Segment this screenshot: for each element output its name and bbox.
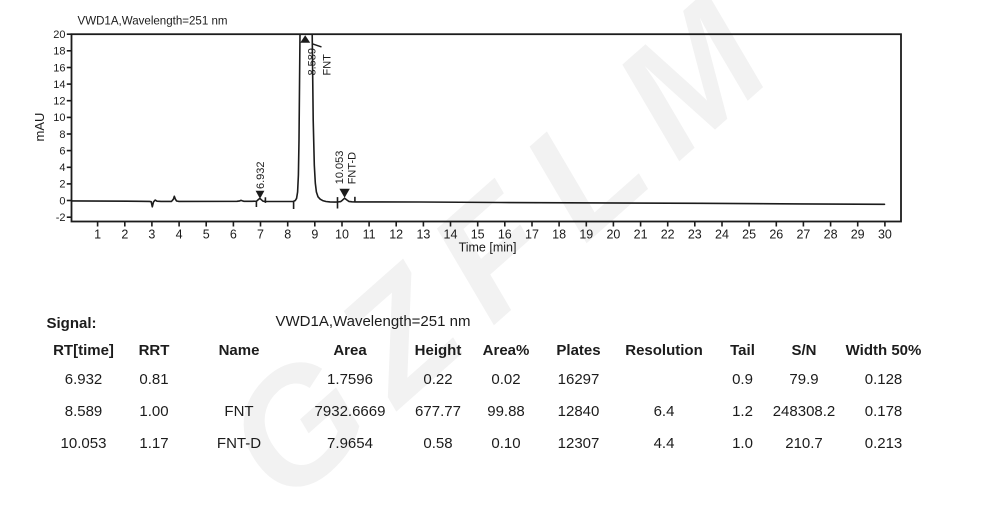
svg-text:VWD1A,Wavelength=251 nm: VWD1A,Wavelength=251 nm: [78, 13, 228, 27]
svg-text:25: 25: [742, 227, 756, 241]
svg-text:21: 21: [634, 227, 648, 241]
svg-text:10: 10: [53, 112, 65, 124]
svg-text:6.932: 6.932: [255, 161, 267, 189]
svg-text:19: 19: [579, 227, 593, 241]
svg-text:29: 29: [851, 227, 865, 241]
svg-text:28: 28: [824, 227, 838, 241]
svg-text:3: 3: [148, 227, 155, 241]
svg-text:12: 12: [389, 227, 403, 241]
svg-text:10: 10: [335, 227, 349, 241]
svg-text:13: 13: [416, 227, 430, 241]
svg-text:0: 0: [59, 195, 65, 207]
svg-text:18: 18: [53, 46, 65, 58]
svg-text:-2: -2: [56, 212, 66, 224]
svg-text:26: 26: [769, 227, 783, 241]
svg-text:9: 9: [311, 227, 318, 241]
svg-text:22: 22: [661, 227, 675, 241]
svg-text:12: 12: [53, 96, 65, 108]
svg-text:10.053: 10.053: [334, 151, 346, 185]
svg-text:14: 14: [53, 79, 65, 91]
svg-text:6: 6: [230, 227, 237, 241]
svg-text:7: 7: [257, 227, 264, 241]
svg-text:15: 15: [471, 227, 485, 241]
svg-text:FNT: FNT: [322, 54, 334, 76]
svg-text:18: 18: [552, 227, 566, 241]
svg-text:8: 8: [59, 129, 65, 141]
svg-text:2: 2: [59, 179, 65, 191]
svg-text:20: 20: [606, 227, 620, 241]
svg-text:4: 4: [176, 227, 183, 241]
svg-text:8: 8: [284, 227, 291, 241]
svg-text:27: 27: [796, 227, 810, 241]
svg-text:FNT-D: FNT-D: [346, 152, 358, 184]
svg-text:4: 4: [59, 162, 65, 174]
svg-text:Time [min]: Time [min]: [459, 241, 517, 255]
svg-text:17: 17: [525, 227, 539, 241]
svg-text:20: 20: [53, 29, 65, 41]
svg-text:1: 1: [94, 227, 101, 241]
svg-text:16: 16: [53, 62, 65, 74]
svg-text:2: 2: [121, 227, 128, 241]
svg-text:30: 30: [878, 227, 892, 241]
svg-text:8.589: 8.589: [307, 48, 319, 76]
svg-text:mAU: mAU: [32, 113, 47, 142]
svg-text:11: 11: [363, 227, 376, 241]
svg-text:24: 24: [715, 227, 729, 241]
svg-text:14: 14: [444, 227, 458, 241]
svg-text:23: 23: [688, 227, 702, 241]
svg-text:16: 16: [498, 227, 512, 241]
svg-text:5: 5: [203, 227, 210, 241]
svg-text:6: 6: [59, 145, 65, 157]
